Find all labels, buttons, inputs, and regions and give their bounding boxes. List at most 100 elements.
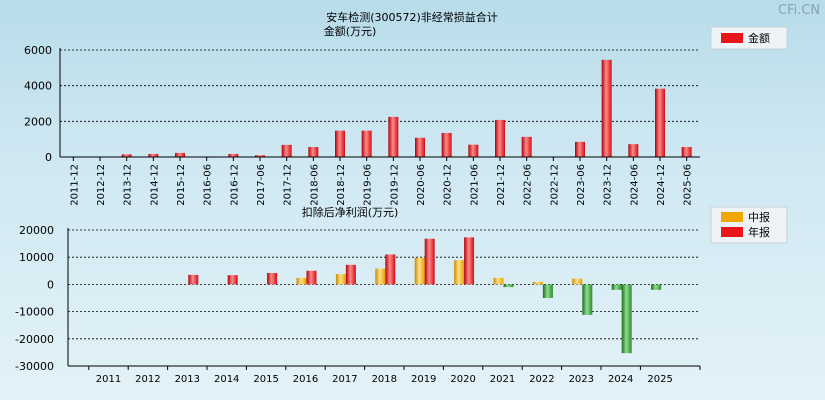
chart2-x-tick-label: 2022	[529, 374, 554, 385]
chart1-bar	[575, 141, 585, 157]
chart2-bar-interim	[611, 284, 622, 290]
chart2-x-tick-label: 2015	[253, 374, 278, 385]
chart1-title: 安车检测(300572)非经常损益合计	[326, 10, 498, 24]
chart1-legend-box	[710, 26, 788, 50]
chart1-axes: 0 2000 4000 6000 2011-12 2012-12 2013-12 2014-1…	[24, 44, 700, 206]
chart1-x-tick-label: 2018-06	[309, 164, 320, 206]
chart1-x-tick-label: 2022-06	[523, 164, 534, 206]
chart1-x-tick-label: 2016-06	[203, 164, 214, 206]
legend-label-amount: 金额	[748, 31, 770, 45]
chart2-x-tick-label: 2017	[332, 374, 357, 385]
chart1-bar	[655, 88, 665, 157]
chart1-subtitle: 金额(万元)	[324, 24, 377, 38]
legend-swatch-interim	[721, 212, 743, 222]
chart2-y-tick-label: -20000	[15, 333, 54, 346]
chart1-bar	[441, 132, 452, 157]
watermark: CFi.CN	[778, 3, 820, 18]
chart1-bar	[361, 130, 372, 157]
chart2-x-tick-label: 2020	[450, 374, 475, 385]
chart2-bar-annual	[424, 238, 435, 285]
chart2-bar-annual	[385, 254, 396, 285]
chart1-bar	[335, 130, 345, 157]
chart1-bar	[521, 136, 532, 157]
chart2-bar-annual	[227, 275, 238, 285]
chart1-bar	[121, 154, 132, 157]
chart2-y-tick-label: -10000	[15, 306, 54, 319]
chart1-bar	[388, 116, 399, 157]
chart1-x-tick-label: 2017-06	[256, 164, 267, 206]
chart1-x-tick-label: 2023-12	[603, 164, 614, 206]
chart2-x-tick-label: 2025	[647, 374, 672, 385]
chart-deducted-net-profit: 扣除后净利润(万元) -30000 -20000 -10000 0 10000 20000…	[15, 205, 788, 385]
chart1-y-tick-label: 6000	[24, 44, 52, 57]
chart2-x-tick-label: 2012	[135, 374, 160, 385]
chart1-bar	[281, 144, 292, 157]
chart2-y-tick-label: -30000	[15, 360, 54, 373]
chart1-bars	[121, 59, 692, 157]
chart1-x-tick-label: 2021-12	[496, 164, 507, 206]
chart2-x-tick-label: 2013	[175, 374, 200, 385]
chart2-y-tick-label: 0	[47, 278, 54, 291]
chart2-title: 扣除后净利润(万元)	[302, 205, 399, 219]
chart1-x-tick-label: 2012-12	[96, 164, 107, 206]
chart2-x-tick-label: 2021	[490, 374, 515, 385]
chart1-bar	[681, 147, 692, 157]
chart1-x-tick-label: 2025-06	[683, 164, 694, 206]
chart1-y-tick-label: 0	[45, 151, 52, 164]
chart1-x-tick-label: 2021-06	[469, 164, 480, 206]
chart1-x-tick-label: 2019-06	[363, 164, 374, 206]
chart1-x-tick-label: 2020-06	[416, 164, 427, 206]
chart2-x-tick-label: 2018	[372, 374, 397, 385]
chart2-bar-interim	[532, 281, 543, 285]
chart2-bar-annual	[188, 274, 199, 285]
chart1-bar	[601, 59, 612, 157]
legend-label-interim: 中报	[748, 210, 770, 224]
legend-label-annual: 年报	[748, 225, 770, 239]
chart1-y-tick-label: 4000	[24, 80, 52, 93]
chart1-x-tick-label: 2011-12	[69, 164, 80, 206]
chart1-bar	[628, 144, 639, 157]
chart1-bar	[228, 153, 239, 157]
chart2-x-tick-label: 2014	[214, 374, 239, 385]
chart1-x-tick-label: 2020-12	[443, 164, 454, 206]
chart2-axes: -30000 -20000 -10000 0 10000 20000 2011 2012 201…	[15, 224, 701, 385]
chart2-bar-annual	[345, 264, 356, 285]
chart1-bar	[148, 153, 159, 157]
chart2-bar-interim	[454, 260, 465, 285]
chart1-legend: 金额	[710, 26, 788, 50]
chart1-bar	[468, 144, 479, 157]
chart2-legend: 中报 年报	[710, 206, 788, 244]
chart1-x-tick-label: 2013-12	[123, 164, 134, 206]
chart1-x-tick-label: 2022-12	[549, 164, 560, 206]
chart1-x-tick-label: 2018-12	[336, 164, 347, 206]
chart1-y-tick-label: 2000	[24, 115, 52, 128]
chart2-bar-annual	[306, 270, 317, 285]
chart1-bar	[175, 152, 185, 157]
chart2-bar-interim	[335, 274, 346, 285]
chart2-x-tick-label: 2024	[608, 374, 633, 385]
chart2-y-tick-label: 20000	[19, 224, 54, 237]
chart2-bar-interim	[414, 257, 425, 285]
chart2-bar-interim	[493, 277, 504, 285]
chart2-bar-annual	[267, 272, 278, 285]
chart2-bar-annual	[582, 284, 593, 315]
chart1-bar	[255, 155, 265, 157]
chart1-bar	[308, 147, 319, 157]
chart2-bar-annual	[621, 284, 632, 354]
chart2-bar-annual	[503, 284, 514, 288]
chart1-x-tick-label: 2014-12	[149, 164, 160, 206]
chart2-x-tick-label: 2011	[96, 374, 121, 385]
chart2-bar-annual	[542, 284, 553, 298]
chart2-bar-annual	[464, 237, 475, 285]
chart2-y-tick-label: 10000	[19, 251, 54, 264]
chart1-x-tick-label: 2024-06	[629, 164, 640, 206]
legend-swatch-annual	[721, 227, 743, 237]
chart2-bar-interim	[572, 278, 583, 285]
chart1-x-tick-label: 2016-12	[229, 164, 240, 206]
chart1-x-tick-label: 2023-06	[576, 164, 587, 206]
chart1-x-tick-label: 2017-12	[283, 164, 294, 206]
chart2-bar-interim	[651, 284, 662, 290]
chart1-x-tick-label: 2024-12	[656, 164, 667, 206]
chart2-x-tick-label: 2023	[569, 374, 594, 385]
